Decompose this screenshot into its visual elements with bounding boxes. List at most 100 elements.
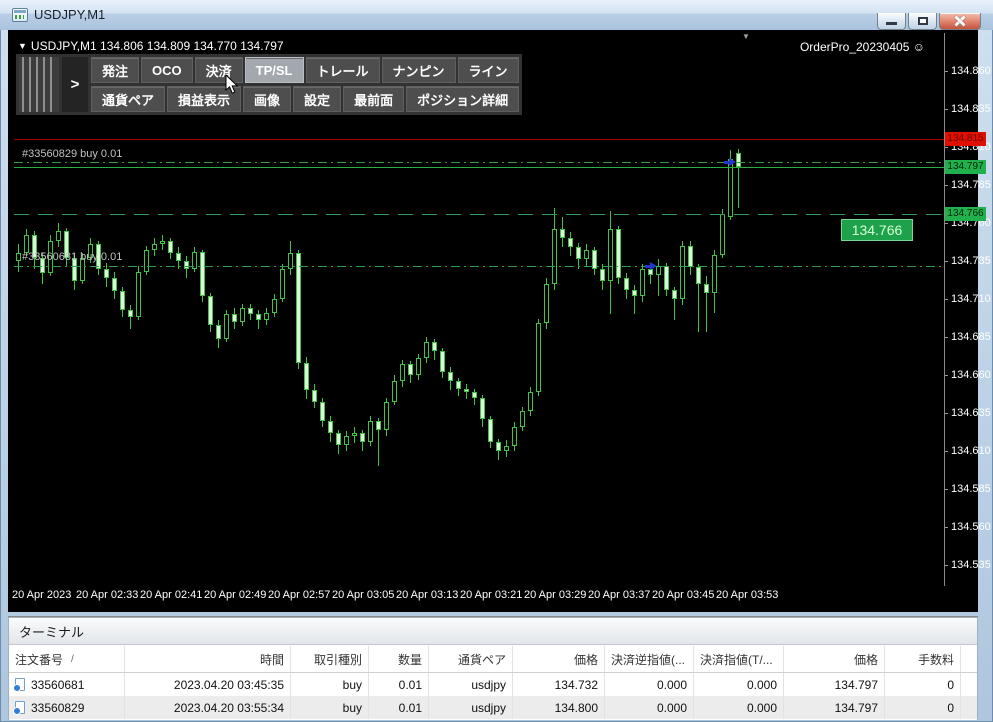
order-cell-value: buy — [342, 700, 362, 715]
toolbar-button-通貨ペア[interactable]: 通貨ペア — [91, 86, 166, 112]
chart-client-area[interactable] — [8, 30, 978, 612]
order-cell-value: 134.800 — [554, 700, 598, 715]
minimize-button[interactable] — [877, 13, 906, 30]
column-header-6: 決済逆指値(... — [605, 646, 694, 672]
order-cell-value: 0.000 — [656, 700, 687, 715]
toolbar-button-ナンピン[interactable]: ナンピン — [381, 57, 456, 83]
order-cell-value: 0.01 — [398, 700, 422, 715]
column-header-label[interactable]: 決済逆指値(... — [611, 652, 685, 667]
toolbar-button-決済[interactable]: 決済 — [194, 57, 243, 83]
mouse-cursor-icon — [225, 74, 239, 94]
sort-indicator-icon: / — [71, 653, 74, 665]
ohlc-info-line[interactable]: ▼ USDJPY,M1 134.806 134.809 134.770 134.7… — [18, 39, 284, 53]
toolbar-button-損益表示[interactable]: 損益表示 — [167, 86, 242, 112]
order-cell-value: 2023.04.20 03:45:35 — [173, 677, 284, 692]
order-cell: 2023.04.20 03:55:34 — [125, 696, 291, 719]
ea-name-label: OrderPro_20230405 ☺ — [800, 40, 925, 54]
order-cell: 134.797 — [784, 673, 885, 696]
toolbar-button-最前面[interactable]: 最前面 — [343, 86, 405, 112]
chart-shift-marker-icon: ▼ — [742, 32, 750, 41]
order-cell-value: buy — [342, 677, 362, 692]
order-cell-value: 0.000 — [746, 677, 777, 692]
column-header-label[interactable]: 注文番号 — [15, 652, 64, 667]
toolbar-row-2: 通貨ペア 損益表示 画像 設定 最前面 ポジション詳細 — [91, 86, 520, 112]
symbol-dropdown-icon[interactable]: ▼ — [18, 41, 27, 51]
column-header-9: 手数料 — [885, 646, 961, 672]
order-cell-value: 33560829 — [31, 700, 85, 715]
close-icon — [954, 15, 967, 28]
toolbar-button-ライン[interactable]: ライン — [457, 57, 519, 83]
order-cell-value: 134.797 — [834, 700, 878, 715]
ea-toolbar: > 発注 OCO 決済 TP/SL トレール ナンピン ライン 通貨ペア 損益表示 画像 設定 最前… — [16, 54, 523, 115]
column-header-3: 数量 — [369, 646, 429, 672]
order-cell: 134.800 — [513, 696, 605, 719]
order-cell-value: 134.797 — [834, 677, 878, 692]
order-cell: 0.000 — [694, 696, 784, 719]
close-button[interactable] — [939, 13, 981, 30]
order-cell: 134.797 — [784, 696, 885, 719]
order-cell: 33560829 — [9, 696, 125, 719]
order-cell: buy — [291, 696, 369, 719]
toolbar-button-ポジション詳細[interactable]: ポジション詳細 — [406, 86, 520, 112]
order-cell-value: usdjpy — [471, 677, 506, 692]
orders-table: 注文番号 / 時間 取引種別 数量 通貨ペア 価格 決済逆指値(... 決済指値(T/... 価格… — [9, 646, 977, 719]
toolbar-button-発注[interactable]: 発注 — [91, 57, 140, 83]
order-row-33560681[interactable]: 33560681 2023.04.20 03:45:35 buy 0.01 usdjpy… — [9, 673, 977, 696]
column-header-label[interactable]: 決済指値(T/... — [700, 652, 773, 667]
order-cell: 0 — [885, 696, 961, 719]
order-document-icon — [13, 701, 25, 715]
column-header-label[interactable]: 時間 — [259, 652, 284, 667]
order-cell: 0.000 — [605, 696, 694, 719]
order-cell: usdjpy — [429, 696, 513, 719]
order-cell-value: 134.732 — [554, 677, 598, 692]
terminal-caption[interactable]: ターミナル — [9, 618, 977, 645]
order-cell: 0.000 — [605, 673, 694, 696]
column-header-5: 価格 — [513, 646, 605, 672]
order-cell: 2023.04.20 03:45:35 — [125, 673, 291, 696]
toolbar-button-画像[interactable]: 画像 — [243, 86, 292, 112]
column-header-label[interactable]: 数量 — [397, 652, 422, 667]
restore-icon — [918, 17, 928, 25]
order-cell-value: 2023.04.20 03:55:34 — [173, 700, 284, 715]
toolbar-button-TP/SL[interactable]: TP/SL — [244, 57, 304, 83]
column-header-label[interactable]: 価格 — [573, 652, 598, 667]
column-header-8: 価格 — [784, 646, 885, 672]
restore-button[interactable] — [908, 13, 937, 30]
order-cell: 134.732 — [513, 673, 605, 696]
toolbar-button-rows: 発注 OCO 決済 TP/SL トレール ナンピン ライン 通貨ペア 損益表示 画像 設定 最前面ポ… — [91, 57, 520, 112]
column-header-label[interactable]: 通貨ペア — [457, 652, 506, 667]
column-header-label[interactable]: 取引種別 — [313, 652, 362, 667]
ohlc-text: USDJPY,M1 134.806 134.809 134.770 134.79… — [30, 39, 284, 53]
terminal-panel: ターミナル 注文番号 / 時間 取引種別 数量 通貨ペア 価格 決済逆指値(... 決済指値(T… — [8, 617, 978, 720]
order-cell: 0.000 — [694, 673, 784, 696]
order-cell: usdjpy — [429, 673, 513, 696]
order-cell: 0.01 — [369, 696, 429, 719]
order-cell: 0.01 — [369, 673, 429, 696]
order-cell-value: 0 — [947, 700, 954, 715]
chart-window-icon — [12, 8, 28, 22]
order-cell-value: 0.000 — [746, 700, 777, 715]
toolbar-button-OCO[interactable]: OCO — [141, 57, 193, 83]
order-cell-value: 0.01 — [398, 677, 422, 692]
smiley-icon: ☺ — [912, 40, 925, 54]
column-header-7: 決済指値(T/... — [694, 646, 784, 672]
chevron-right-icon: > — [70, 76, 80, 93]
column-header-1: 時間 — [125, 646, 291, 672]
order-row-33560829[interactable]: 33560829 2023.04.20 03:55:34 buy 0.01 usdjpy… — [9, 696, 977, 719]
toolbar-button-設定[interactable]: 設定 — [293, 86, 342, 112]
toolbar-collapse-button[interactable]: > — [62, 57, 88, 112]
toolbar-button-トレール[interactable]: トレール — [305, 57, 380, 83]
window-title: USDJPY,M1 — [34, 7, 106, 22]
order-cell-value: 0.000 — [656, 677, 687, 692]
ea-name-text: OrderPro_20230405 — [799, 40, 910, 54]
toolbar-row-1: 発注 OCO 決済 TP/SL トレール ナンピン ライン — [91, 57, 519, 83]
order-cell: 0 — [885, 673, 961, 696]
order-cell: buy — [291, 673, 369, 696]
column-header-label[interactable]: 価格 — [853, 652, 878, 667]
order-cell-value: 33560681 — [31, 677, 85, 692]
order-cell: 33560681 — [9, 673, 125, 696]
toolbar-drag-handle-icon[interactable] — [19, 57, 59, 112]
title-bar: USDJPY,M1 — [0, 0, 993, 30]
column-header-label[interactable]: 手数料 — [917, 652, 954, 667]
